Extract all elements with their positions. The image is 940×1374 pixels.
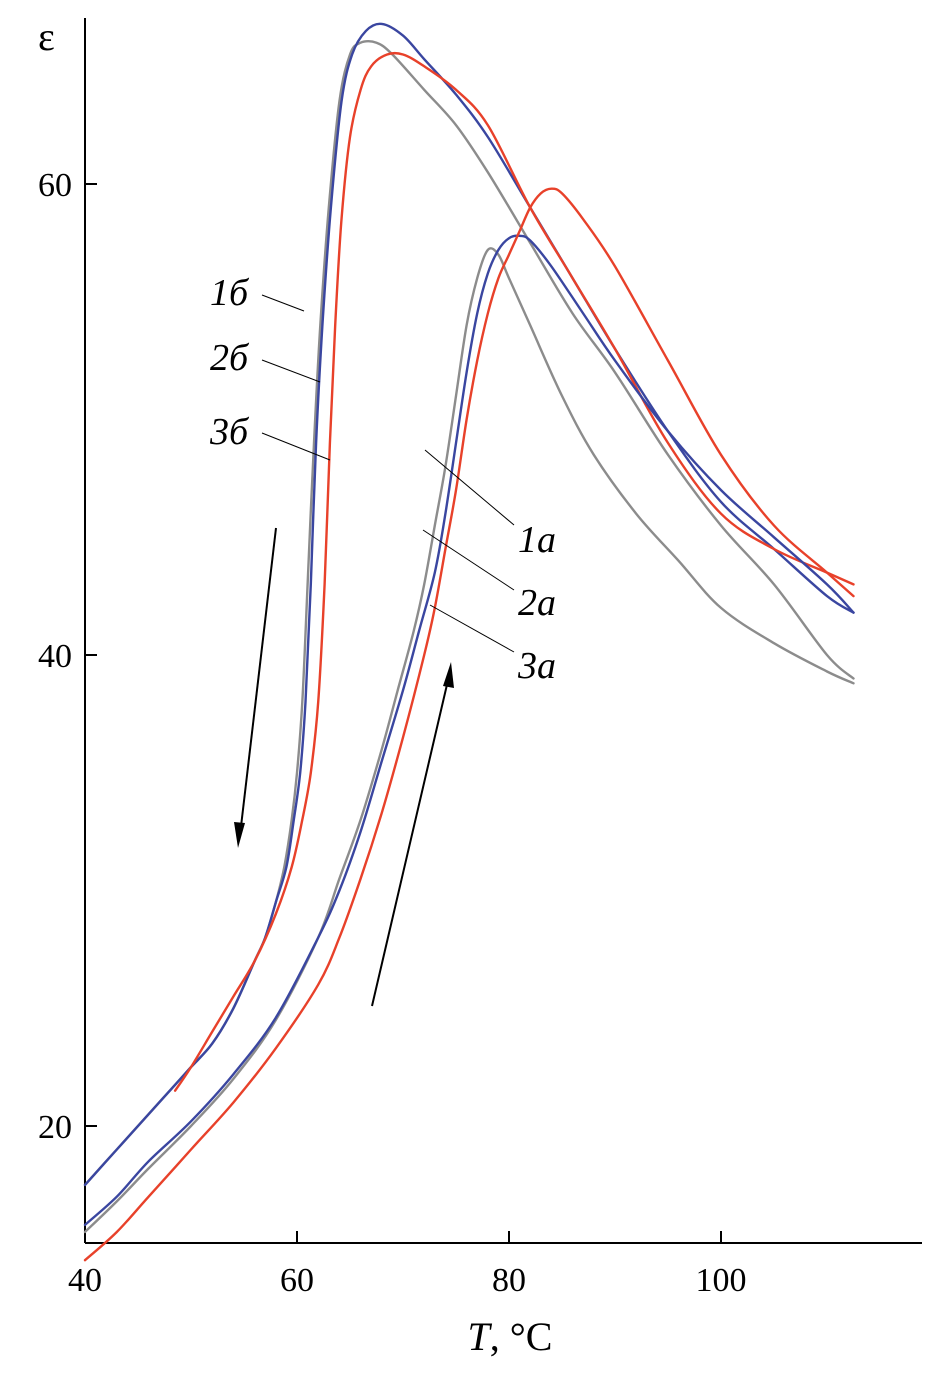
leader-2b	[261, 359, 321, 383]
y-tick-label: 40	[38, 638, 72, 675]
label-2b: 2б	[210, 337, 250, 379]
y-ticks: 20 40 60	[38, 167, 97, 1146]
label-2a: 2а	[518, 582, 556, 624]
x-ticks: 40 60 80 100	[68, 1231, 747, 1299]
x-axis-label-symbol: T	[468, 1314, 493, 1359]
leader-2a	[422, 529, 515, 591]
arrows	[234, 527, 454, 1007]
cooling-arrow	[239, 527, 277, 836]
x-tick-label: 60	[280, 1262, 314, 1299]
x-axis-label: T, °C	[468, 1314, 553, 1359]
curve-labels: 1б 2б 3б 1а 2а 3а	[209, 272, 556, 687]
leader-3a	[429, 604, 515, 653]
series-group	[83, 22, 855, 1262]
series-line-3b	[173, 51, 855, 1092]
y-axis-label: ε	[38, 14, 55, 59]
label-1b: 1б	[210, 272, 250, 314]
series-line-3a	[83, 187, 855, 1262]
cooling-arrowhead	[234, 822, 245, 848]
leader-3b	[261, 432, 331, 461]
x-axis-label-unit: , °C	[490, 1314, 553, 1359]
series-line-2a	[83, 234, 855, 1227]
leader-1b	[261, 294, 305, 312]
series-line-2b	[83, 22, 855, 1187]
y-tick-label: 20	[38, 1109, 72, 1146]
x-tick-label: 40	[68, 1262, 102, 1299]
y-tick-label: 60	[38, 167, 72, 204]
series-line-1a	[83, 247, 855, 1234]
label-3a: 3а	[517, 645, 556, 687]
label-3b: 3б	[209, 411, 250, 453]
series-line-1b	[83, 40, 855, 1187]
leader-1a	[424, 449, 515, 526]
x-tick-label: 80	[492, 1262, 526, 1299]
label-1a: 1а	[518, 519, 556, 561]
x-tick-label: 100	[696, 1262, 747, 1299]
heating-arrowhead	[443, 662, 454, 688]
heating-arrow	[371, 675, 450, 1007]
